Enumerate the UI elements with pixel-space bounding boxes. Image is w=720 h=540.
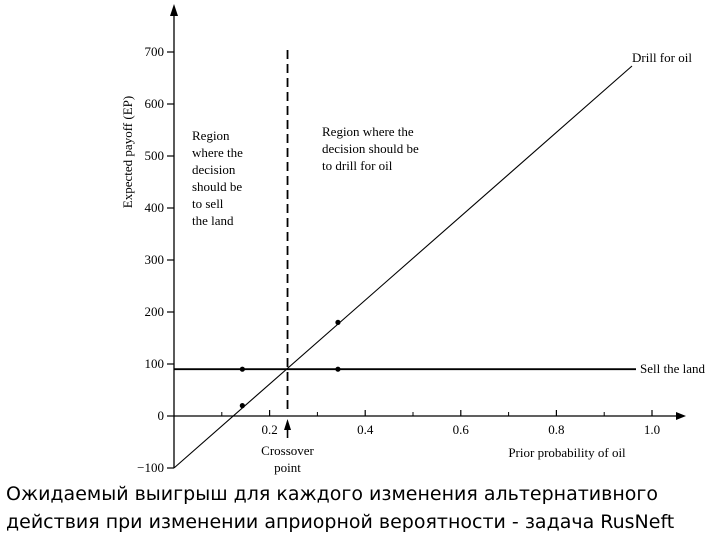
x-tick-label: 1.0 [644,422,660,437]
data-point [239,403,245,409]
crossover-arrow-head [284,419,292,430]
y-tick-label: 300 [145,252,165,267]
region-sell-annotation-line: should be [192,179,242,194]
region-drill-annotation-line: decision should be [322,141,419,156]
region-drill-annotation-line: to drill for oil [322,158,393,173]
crossover-label-line: point [274,460,301,475]
chart-text: −100 0 100 200 300 400 500 600 700 0.2 0.4 0.6 0.8 1.… [120,44,705,475]
y-axis-label: Expected payoff (EP) [120,96,135,208]
data-point [335,366,341,372]
drill-for-oil-line [173,65,633,469]
x-tick-label: 0.4 [357,422,374,437]
region-sell-annotation-line: decision [192,162,236,177]
data-point [335,319,341,325]
y-tick-label: 200 [145,304,165,319]
y-axis-arrow [170,4,178,16]
axes [170,4,686,468]
region-drill-annotation-line: Region where the [322,124,414,139]
data-points [239,319,341,409]
x-axis-arrow [676,412,686,420]
y-tick-label: 400 [145,200,165,215]
region-sell-annotation-line: Region [192,128,230,143]
series-lines [173,50,636,469]
series-label-sell-the-land: Sell the land [640,361,705,376]
y-tick-label: −100 [137,460,164,475]
x-tick-label: 0.6 [453,422,470,437]
y-tick-label: 100 [145,356,165,371]
caption-line-2: действия при изменении априорной вероятн… [6,511,675,533]
series-label-drill-for-oil: Drill for oil [632,50,692,65]
y-tick-label: 700 [145,44,165,59]
region-sell-annotation-line: where the [192,145,243,160]
data-point [239,366,245,372]
region-sell-annotation-line: to sell [192,196,224,211]
chart-canvas: −100 0 100 200 300 400 500 600 700 0.2 0.4 0.6 0.8 1.… [120,4,705,475]
y-tick-label: 0 [158,408,165,423]
tick-marks [167,51,653,469]
x-axis-label: Prior probability of oil [508,445,626,460]
x-tick-label: 0.8 [548,422,564,437]
caption-line-1: Ожидаемый выигрыш для каждого изменения … [6,483,658,505]
slide-caption: Ожидаемый выигрыш для каждого изменения … [6,480,718,536]
y-tick-label: 600 [145,96,165,111]
region-sell-annotation-line: the land [192,213,234,228]
x-tick-label: 0.2 [261,422,277,437]
y-tick-label: 500 [145,148,165,163]
crossover-label-line: Crossover [261,443,314,458]
